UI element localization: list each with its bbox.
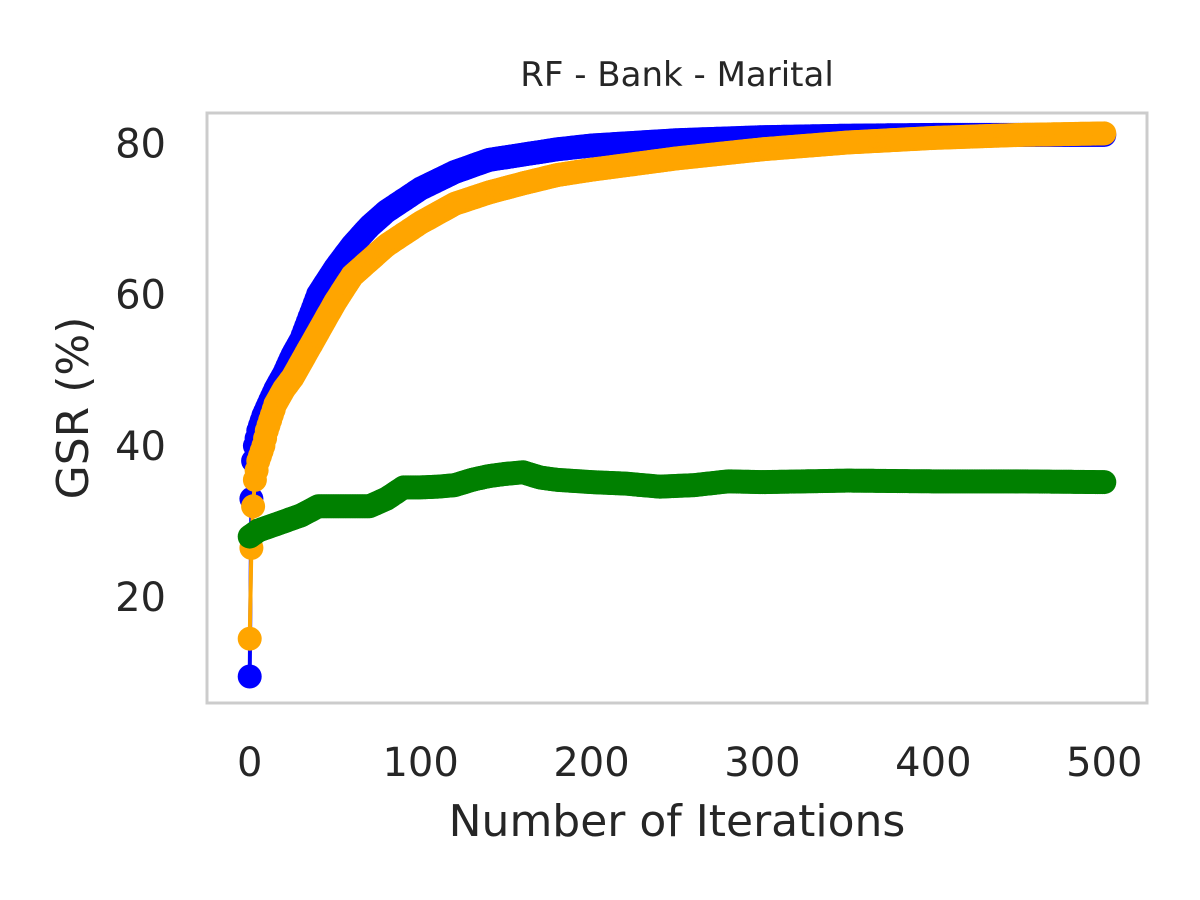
y-axis-ticks: 20 40 60 80 [115, 121, 166, 621]
y-axis-label: GSR (%) [48, 317, 99, 500]
plot-frame [205, 111, 1149, 705]
x-axis-ticks: 0 100 200 300 400 500 [237, 740, 1142, 786]
chart-title: RF - Bank - Marital [520, 55, 834, 95]
data-point-blue [237, 664, 262, 689]
y-tick-label: 60 [115, 273, 166, 319]
data-point-orange [241, 494, 266, 519]
series-orange [237, 121, 1117, 651]
y-tick-label: 40 [115, 424, 166, 470]
data-point-orange [1092, 121, 1117, 146]
data-point-orange [237, 626, 262, 651]
x-tick-label: 200 [553, 740, 629, 786]
data-point-green [1092, 470, 1117, 495]
series-layer [237, 121, 1117, 689]
series-blue [237, 122, 1117, 689]
x-tick-label: 100 [382, 740, 458, 786]
y-tick-label: 20 [115, 575, 166, 621]
x-tick-label: 300 [724, 740, 800, 786]
y-tick-label: 80 [115, 121, 166, 167]
x-tick-label: 0 [237, 740, 262, 786]
x-tick-label: 400 [895, 740, 971, 786]
x-tick-label: 500 [1066, 740, 1142, 786]
series-green [237, 460, 1117, 549]
x-axis-label: Number of Iterations [449, 796, 906, 847]
